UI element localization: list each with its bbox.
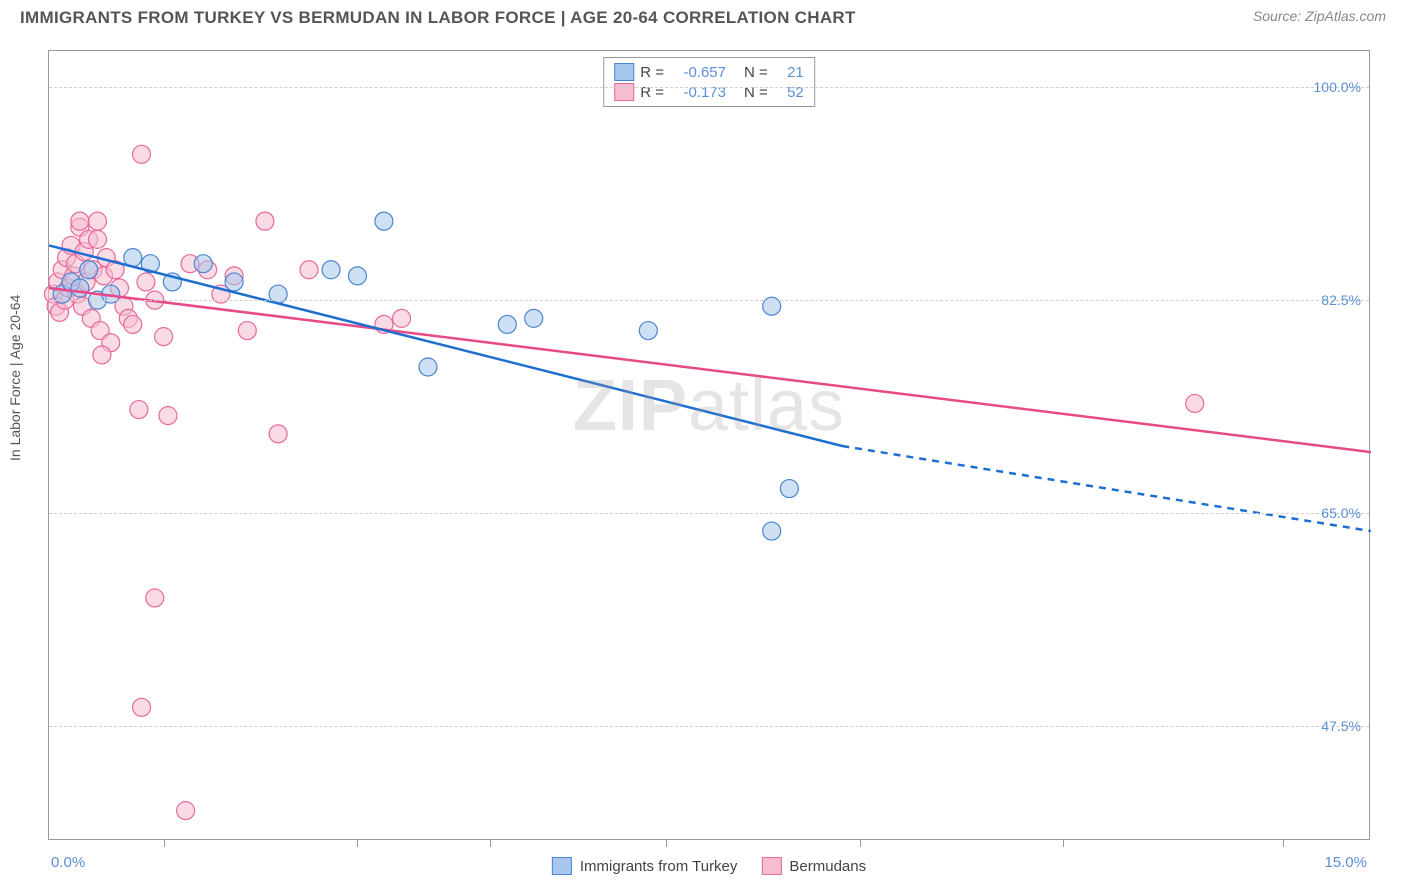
gridline <box>49 513 1369 514</box>
gridline <box>49 300 1369 301</box>
legend-swatch-icon <box>614 83 634 101</box>
x-min-label: 0.0% <box>51 854 85 871</box>
legend-row: R = -0.657 N = 21 <box>614 62 804 82</box>
gridline <box>49 87 1369 88</box>
y-tick-label: 47.5% <box>1321 718 1361 734</box>
scatter-plot-svg <box>49 51 1369 839</box>
y-axis-label: In Labor Force | Age 20-64 <box>7 431 23 461</box>
y-tick-label: 82.5% <box>1321 292 1361 308</box>
header: IMMIGRANTS FROM TURKEY VS BERMUDAN IN LA… <box>0 0 1406 32</box>
legend-r-value: -0.657 <box>672 64 726 81</box>
legend-top: R = -0.657 N = 21 R = -0.173 N = 52 <box>603 57 815 107</box>
legend-r-label: R = <box>640 84 664 101</box>
x-tick <box>860 839 861 847</box>
legend-n-value: 21 <box>776 64 804 81</box>
legend-n-label: N = <box>744 64 768 81</box>
y-tick-label: 65.0% <box>1321 505 1361 521</box>
legend-swatch-icon <box>761 857 781 875</box>
legend-bottom: Immigrants from Turkey Bermudans <box>552 857 866 875</box>
x-tick <box>1063 839 1064 847</box>
legend-r-value: -0.173 <box>672 84 726 101</box>
y-tick-label: 100.0% <box>1314 79 1361 95</box>
legend-label: Bermudans <box>789 858 866 875</box>
legend-n-label: N = <box>744 84 768 101</box>
legend-item: Bermudans <box>761 857 866 875</box>
x-tick <box>164 839 165 847</box>
legend-n-value: 52 <box>776 84 804 101</box>
x-tick <box>490 839 491 847</box>
x-tick <box>666 839 667 847</box>
legend-row: R = -0.173 N = 52 <box>614 82 804 102</box>
source-label: Source: ZipAtlas.com <box>1253 8 1386 24</box>
gridline <box>49 726 1369 727</box>
x-max-label: 15.0% <box>1324 854 1367 871</box>
chart-area: ZIPatlas R =-0.657N =21R =-0.173N =52 Im… <box>48 50 1370 840</box>
page-title: IMMIGRANTS FROM TURKEY VS BERMUDAN IN LA… <box>20 8 856 28</box>
legend-swatch-icon <box>552 857 572 875</box>
legend-item: Immigrants from Turkey <box>552 857 738 875</box>
x-tick <box>357 839 358 847</box>
x-tick <box>1283 839 1284 847</box>
legend-swatch-icon <box>614 63 634 81</box>
legend-r-label: R = <box>640 64 664 81</box>
legend-label: Immigrants from Turkey <box>580 858 738 875</box>
